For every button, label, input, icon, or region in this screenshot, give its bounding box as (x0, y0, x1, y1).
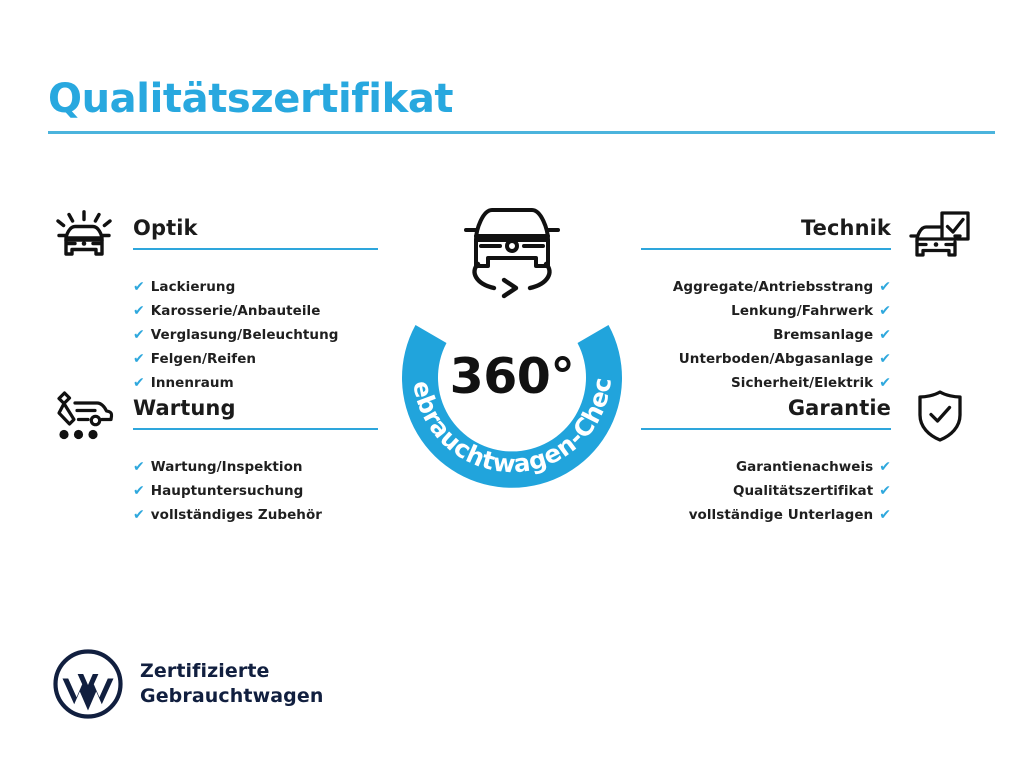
check-icon: ✔ (879, 327, 891, 343)
list-item: ✔ Verglasung/Beleuchtung (133, 323, 338, 347)
check-list-optik: ✔ Lackierung ✔ Karosserie/Anbauteile ✔ Verg… (133, 275, 338, 395)
list-item-label: Qualitätszertifikat (732, 483, 874, 499)
section-wartung: Wartung ✔ Wartung/Inspektion ✔ Hauptunters… (48, 385, 468, 523)
list-item: ✔ Hauptuntersuchung (133, 479, 322, 503)
check-icon: ✔ (879, 507, 891, 523)
section-title-optik: Optik (133, 216, 198, 240)
check-icon: ✔ (133, 303, 145, 319)
check-icon: ✔ (133, 375, 145, 391)
check-icon: ✔ (133, 327, 145, 343)
list-item: Sicherheit/Elektrik ✔ (641, 371, 891, 395)
section-underline-garantie (641, 428, 891, 430)
footer-line-2: Gebrauchtwagen (140, 685, 324, 707)
list-item: Garantienachweis ✔ (641, 455, 891, 479)
list-item-label: vollständiges Zubehör (150, 507, 322, 523)
footer-logo: Zertifizierte Gebrauchtwagen (52, 648, 323, 720)
list-item-label: Unterboden/Abgasanlage (678, 351, 874, 367)
check-icon: ✔ (133, 279, 145, 295)
wrench-car-service-icon (48, 387, 120, 445)
section-garantie: Garantie Garantienachweis ✔ Qualitätszert… (556, 385, 976, 523)
list-item: Lenkung/Fahrwerk ✔ (641, 299, 891, 323)
badge-360-label: 360° (449, 348, 575, 405)
list-item: ✔ Karosserie/Anbauteile (133, 299, 338, 323)
right-column: Technik Aggregate/Antriebsstrang ✔ Lenkun… (556, 205, 976, 523)
list-item-label: Karosserie/Anbauteile (150, 303, 321, 319)
check-icon: ✔ (879, 303, 891, 319)
section-title-wartung: Wartung (133, 396, 236, 420)
section-title-wrap-garantie: Garantie (641, 395, 891, 430)
list-item: ✔ Lackierung (133, 275, 338, 299)
section-header-technik: Technik (556, 205, 976, 267)
check-list-technik: Aggregate/Antriebsstrang ✔ Lenkung/Fahrwe… (641, 275, 891, 395)
list-item-label: Verglasung/Beleuchtung (150, 327, 339, 343)
footer-logo-text: Zertifizierte Gebrauchtwagen (140, 659, 323, 709)
list-item-label: Garantienachweis (735, 459, 874, 475)
car-rotate-360-icon (450, 196, 574, 301)
footer-line-1: Zertifizierte (140, 660, 270, 682)
badge-ring: Gebrauchtwagen-Check (378, 251, 622, 488)
section-header-wartung: Wartung (48, 385, 468, 447)
list-item: Bremsanlage ✔ (641, 323, 891, 347)
section-header-garantie: Garantie (556, 385, 976, 447)
section-underline-technik (641, 248, 891, 250)
section-title-wrap-technik: Technik (641, 215, 891, 250)
section-technik: Technik Aggregate/Antriebsstrang ✔ Lenkun… (556, 205, 976, 391)
list-item-label: Sicherheit/Elektrik (731, 375, 874, 391)
check-icon: ✔ (133, 483, 145, 499)
list-item-label: Lackierung (150, 279, 236, 295)
list-item: ✔ Innenraum (133, 371, 338, 395)
page-title: Qualitätszertifikat (48, 75, 454, 122)
list-item-label: Bremsanlage (773, 327, 874, 343)
section-title-garantie: Garantie (787, 396, 891, 420)
list-item: Aggregate/Antriebsstrang ✔ (641, 275, 891, 299)
shield-check-icon (904, 387, 976, 445)
list-item-label: Innenraum (150, 375, 234, 391)
section-optik: Optik ✔ Lackierung ✔ Karosserie/Anbauteile… (48, 205, 468, 391)
list-item: Unterboden/Abgasanlage ✔ (641, 347, 891, 371)
volkswagen-roundel-icon (53, 649, 123, 719)
car-checkbox-icon (904, 207, 976, 265)
check-list-garantie: Garantienachweis ✔ Qualitätszertifikat ✔ v… (641, 455, 891, 527)
check-icon: ✔ (133, 507, 145, 523)
car-shine-icon (48, 207, 120, 265)
badge-ring-arc (402, 325, 622, 488)
section-underline-wartung (133, 428, 378, 430)
check-icon: ✔ (879, 459, 891, 475)
list-item-label: Felgen/Reifen (150, 351, 257, 367)
header-divider (48, 131, 995, 134)
check-icon: ✔ (879, 483, 891, 499)
left-column: Optik ✔ Lackierung ✔ Karosserie/Anbauteile… (48, 205, 468, 523)
check-icon: ✔ (879, 375, 891, 391)
check-icon: ✔ (133, 459, 145, 475)
list-item: vollständige Unterlagen ✔ (641, 503, 891, 527)
section-title-wrap-wartung: Wartung (133, 395, 378, 430)
section-header-optik: Optik (48, 205, 468, 267)
check-icon: ✔ (879, 279, 891, 295)
list-item-label: Aggregate/Antriebsstrang (672, 279, 874, 295)
section-underline-optik (133, 248, 378, 250)
list-item: ✔ vollständiges Zubehör (133, 503, 322, 527)
gebrauchtwagen-check-badge: Gebrauchtwagen-Check 360° (378, 196, 646, 496)
list-item-label: Wartung/Inspektion (150, 459, 303, 475)
check-list-wartung: ✔ Wartung/Inspektion ✔ Hauptuntersuchung ✔… (133, 455, 322, 527)
list-item-label: vollständige Unterlagen (688, 507, 874, 523)
check-icon: ✔ (879, 351, 891, 367)
list-item-label: Hauptuntersuchung (150, 483, 304, 499)
section-title-wrap-optik: Optik (133, 215, 378, 250)
check-icon: ✔ (133, 351, 145, 367)
list-item: ✔ Wartung/Inspektion (133, 455, 322, 479)
section-title-technik: Technik (801, 216, 891, 240)
list-item: ✔ Felgen/Reifen (133, 347, 338, 371)
list-item: Qualitätszertifikat ✔ (641, 479, 891, 503)
list-item-label: Lenkung/Fahrwerk (731, 303, 874, 319)
